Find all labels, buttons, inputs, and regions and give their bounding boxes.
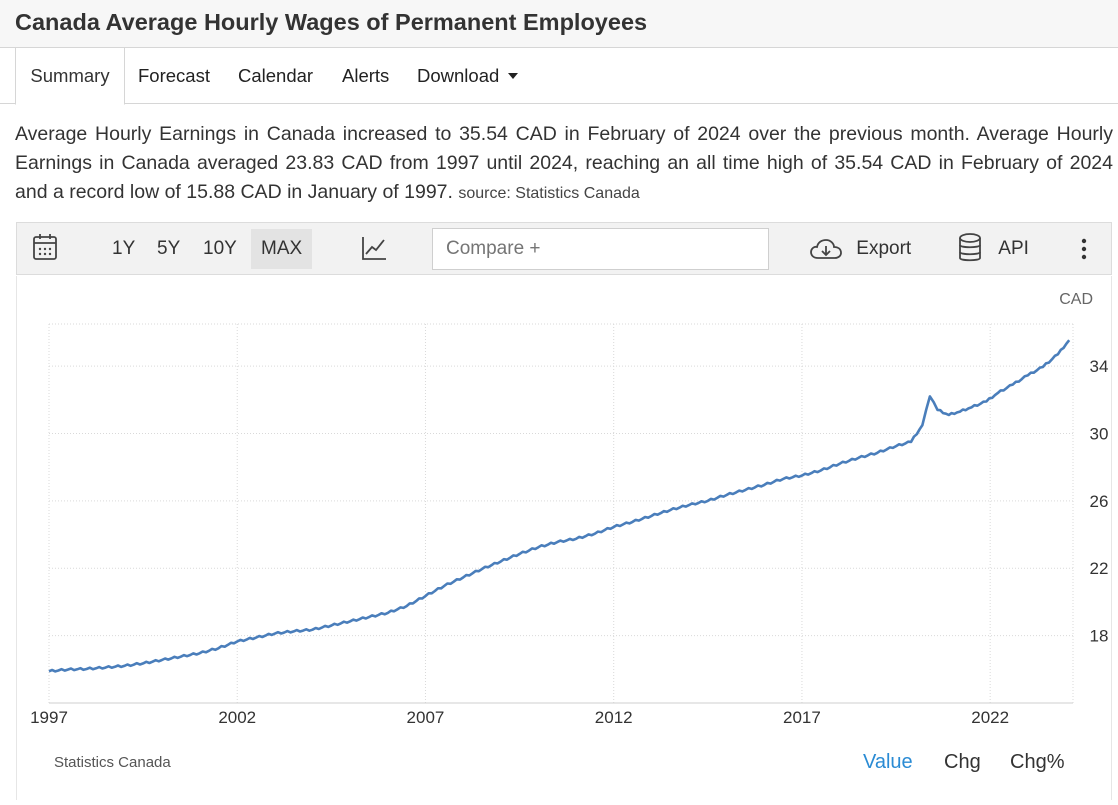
calendar-icon[interactable] (32, 223, 58, 274)
range-5y-button[interactable]: 5Y (157, 238, 181, 259)
tab-summary[interactable]: Summary (15, 48, 125, 105)
x-tick-label: 2022 (971, 708, 1009, 727)
y-tick-label: 34 (1090, 357, 1109, 376)
api-label: API (998, 238, 1029, 259)
export-button[interactable]: Export (809, 223, 911, 274)
x-tick-label: 2012 (595, 708, 633, 727)
cloud-download-icon (810, 239, 842, 259)
tab-bar: Summary Forecast Calendar Alerts Downloa… (0, 48, 1118, 105)
x-tick-label: 2017 (783, 708, 821, 727)
y-tick-label: 30 (1090, 424, 1109, 443)
description: Average Hourly Earnings in Canada increa… (15, 120, 1113, 208)
chg-button[interactable]: Chg (944, 751, 981, 773)
title-bar: Canada Average Hourly Wages of Permanent… (0, 0, 1118, 48)
api-button[interactable]: API (958, 223, 1029, 274)
database-icon (959, 233, 981, 262)
value-button[interactable]: Value (863, 751, 913, 773)
tab-alerts[interactable]: Alerts (342, 65, 390, 86)
range-max-button[interactable]: MAX (251, 229, 313, 269)
page-title: Canada Average Hourly Wages of Permanent… (15, 9, 648, 35)
export-label: Export (856, 238, 912, 259)
x-tick-label: 2007 (407, 708, 445, 727)
description-source: source: Statistics Canada (458, 185, 640, 202)
tab-forecast[interactable]: Forecast (138, 65, 210, 86)
y-tick-label: 18 (1090, 627, 1109, 646)
range-10y-button[interactable]: 10Y (203, 238, 237, 259)
footer-source: Statistics Canada (54, 754, 171, 771)
range-1y-button[interactable]: 1Y (112, 238, 136, 259)
y-tick-label: 22 (1090, 559, 1109, 578)
compare-input[interactable] (432, 228, 769, 270)
caret-down-icon (508, 73, 519, 79)
line-chart: 18 22 26 30 34 1997 2002 2007 2012 2017 2022 CAD (30, 291, 1109, 727)
unit-label: CAD (1059, 291, 1093, 308)
y-tick-label: 26 (1090, 492, 1109, 511)
tab-download[interactable]: Download (417, 48, 519, 104)
x-tick-label: 1997 (30, 708, 68, 727)
chart-toolbar: 1Y 5Y 10Y MAX Export API (16, 222, 1112, 275)
tab-calendar[interactable]: Calendar (238, 65, 314, 86)
x-tick-label: 2002 (218, 708, 256, 727)
vertical-dots-icon[interactable] (1080, 223, 1088, 274)
series-line-0 (48, 339, 1071, 673)
tab-download-label: Download (417, 65, 500, 86)
chg-percent-button[interactable]: Chg% (1010, 751, 1065, 773)
line-chart-icon[interactable] (361, 223, 387, 274)
chart-area: 18 22 26 30 34 1997 2002 2007 2012 2017 2022 CAD (16, 276, 1112, 800)
description-text: Average Hourly Earnings in Canada increa… (15, 123, 1113, 203)
